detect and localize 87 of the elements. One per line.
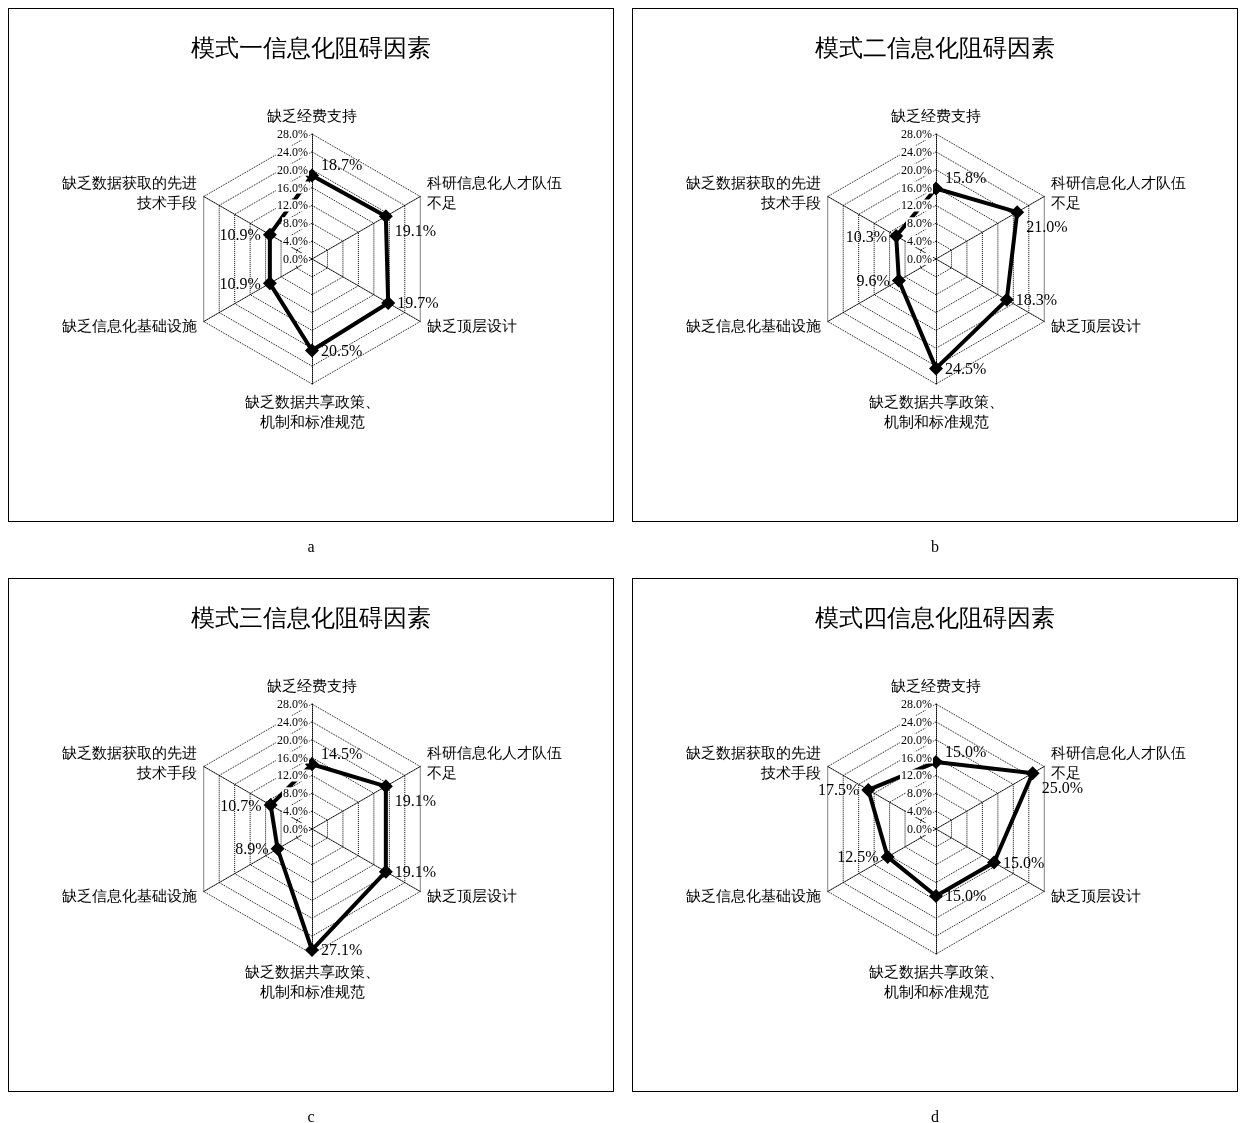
y-tick-label: 20.0% — [277, 732, 308, 747]
text: c — [306, 1108, 316, 1123]
y-tick-label: 28.0% — [277, 127, 308, 141]
data-label: 15.0% — [945, 742, 987, 760]
data-label: 27.1% — [321, 941, 363, 959]
y-tick-label: 0.0% — [283, 252, 308, 266]
y-tick-label: 24.0% — [901, 714, 932, 729]
y-tick-label: 24.0% — [277, 714, 308, 729]
spoke-label: 缺乏数据获取的先进技术手段 — [61, 174, 197, 211]
spoke-label: 科研信息化人才队伍不足 — [427, 744, 563, 781]
spoke-label: 缺乏顶层设计 — [1051, 887, 1142, 904]
text: b — [930, 538, 940, 556]
spoke-label: 科研信息化人才队伍不足 — [427, 174, 563, 211]
y-tick-label: 24.0% — [901, 144, 932, 159]
y-tick-label: 16.0% — [277, 180, 308, 195]
data-label: 19.1% — [394, 221, 437, 239]
spoke-label: 缺乏信息化基础设施 — [61, 887, 197, 904]
spoke-label: 缺乏顶层设计 — [427, 887, 518, 904]
text: d — [930, 1108, 940, 1123]
data-label: 24.5% — [945, 359, 987, 377]
data-label: 12.5% — [837, 848, 879, 866]
text: a — [306, 538, 316, 556]
spoke-label: 缺乏数据获取的先进技术手段 — [685, 174, 821, 211]
spoke-label: 科研信息化人才队伍不足 — [1051, 174, 1187, 211]
y-tick-label: 12.0% — [277, 198, 308, 213]
spoke-label: 缺乏顶层设计 — [1051, 317, 1142, 334]
data-label: 10.9% — [219, 274, 261, 292]
y-tick-label: 12.0% — [277, 768, 308, 783]
spoke-label: 缺乏数据共享政策、机制和标准规范 — [244, 964, 380, 1000]
y-tick-label: 24.0% — [277, 144, 308, 159]
spoke-label: 科研信息化人才队伍不足 — [1051, 744, 1187, 781]
data-label: 9.6% — [856, 271, 890, 289]
chart-title: 模式二信息化阻碍因素 — [815, 35, 1055, 61]
y-tick-label: 8.0% — [907, 786, 932, 801]
data-label: 10.7% — [220, 796, 262, 814]
spoke-label: 缺乏信息化基础设施 — [61, 317, 197, 334]
spoke-label: 缺乏数据共享政策、机制和标准规范 — [244, 394, 380, 430]
spoke-label: 缺乏信息化基础设施 — [685, 317, 821, 334]
spoke-label: 缺乏数据获取的先进技术手段 — [685, 744, 821, 781]
spoke-label: 缺乏经费支持 — [267, 678, 357, 694]
y-tick-label: 12.0% — [901, 198, 932, 213]
chart-title: 模式三信息化阻碍因素 — [191, 605, 431, 631]
data-label: 19.7% — [397, 294, 439, 312]
y-tick-label: 16.0% — [901, 180, 932, 195]
y-tick-label: 28.0% — [277, 697, 308, 711]
spoke-label: 缺乏经费支持 — [891, 108, 981, 124]
data-label: 14.5% — [321, 744, 363, 762]
y-tick-label: 16.0% — [277, 750, 308, 765]
data-label: 18.3% — [1015, 291, 1058, 309]
y-tick-label: 12.0% — [901, 768, 932, 783]
y-tick-label: 16.0% — [901, 750, 932, 765]
data-label: 15.0% — [945, 887, 987, 905]
data-label: 10.3% — [845, 227, 888, 245]
y-tick-label: 20.0% — [277, 162, 308, 177]
y-tick-label: 4.0% — [283, 234, 308, 249]
y-tick-label: 20.0% — [901, 732, 932, 747]
y-tick-label: 0.0% — [907, 822, 932, 836]
y-tick-label: 28.0% — [901, 127, 932, 141]
chart-title: 模式四信息化阻碍因素 — [815, 605, 1055, 631]
spoke-label: 缺乏经费支持 — [267, 108, 357, 124]
y-tick-label: 8.0% — [283, 216, 308, 231]
data-label: 15.8% — [945, 168, 987, 186]
y-tick-label: 0.0% — [283, 822, 308, 836]
spoke-label: 缺乏数据获取的先进技术手段 — [61, 744, 197, 781]
y-tick-label: 4.0% — [907, 234, 932, 249]
spoke-label: 缺乏数据共享政策、机制和标准规范 — [868, 964, 1004, 1000]
data-label: 17.5% — [818, 781, 860, 799]
data-label: 20.5% — [321, 342, 363, 360]
data-label: 19.1% — [394, 863, 437, 881]
y-tick-label: 4.0% — [283, 804, 308, 819]
data-label: 8.9% — [235, 840, 269, 858]
y-tick-label: 28.0% — [901, 697, 932, 711]
y-tick-label: 4.0% — [907, 804, 932, 819]
spoke-label: 缺乏信息化基础设施 — [685, 887, 821, 904]
data-label: 10.9% — [219, 226, 261, 244]
data-label: 18.7% — [321, 156, 363, 174]
data-label: 15.0% — [1002, 853, 1045, 871]
chart-title: 模式一信息化阻碍因素 — [191, 35, 431, 61]
y-tick-label: 8.0% — [283, 786, 308, 801]
data-label: 19.1% — [394, 791, 437, 809]
spoke-label: 缺乏数据共享政策、机制和标准规范 — [868, 394, 1004, 430]
data-label: 21.0% — [1026, 217, 1068, 235]
spoke-label: 缺乏顶层设计 — [427, 317, 518, 334]
y-tick-label: 8.0% — [907, 216, 932, 231]
spoke-label: 缺乏经费支持 — [891, 678, 981, 694]
y-tick-label: 0.0% — [907, 252, 932, 266]
y-tick-label: 20.0% — [901, 162, 932, 177]
